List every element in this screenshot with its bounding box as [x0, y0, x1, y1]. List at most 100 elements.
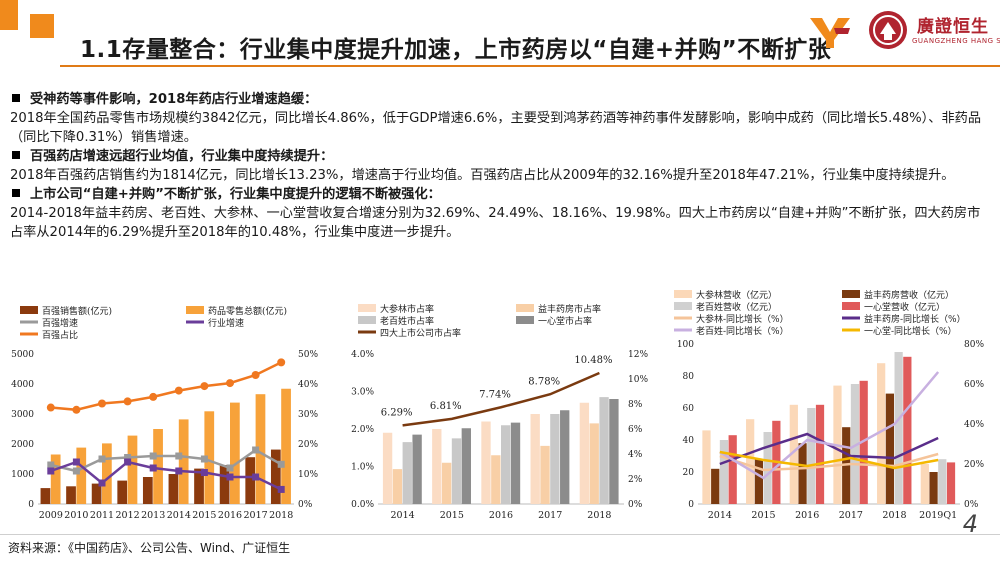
bar: [599, 397, 609, 504]
y-tick-right: 30%: [298, 410, 318, 420]
series-line: [719, 450, 939, 470]
bar: [719, 440, 729, 504]
bar: [281, 388, 291, 504]
bar: [807, 408, 816, 504]
bar: [491, 455, 501, 504]
bar: [929, 472, 938, 504]
x-tick: 2018: [882, 510, 906, 521]
section-heading: 上市公司“自建+并购”不断扩张，行业集中度提升的逻辑不断被强化：: [10, 185, 990, 204]
x-tick: 2017: [538, 510, 562, 521]
bar: [711, 468, 720, 504]
bar: [76, 447, 87, 504]
y-tick-right: 12%: [628, 350, 648, 360]
bar: [194, 468, 204, 504]
bar: [178, 419, 189, 504]
bar: [204, 411, 215, 504]
bar: [530, 414, 540, 504]
bar: [560, 410, 570, 504]
x-tick: 2015: [751, 510, 775, 521]
y-tick-right: 0%: [628, 500, 643, 510]
line-marker: [72, 458, 80, 466]
x-tick: 2017: [839, 510, 863, 521]
y-tick-left: 0: [28, 500, 34, 510]
line-marker: [124, 454, 132, 461]
bar: [168, 474, 179, 504]
legend-swatch: [516, 316, 534, 324]
x-tick: 2016: [489, 510, 513, 521]
legend-label: 药品零售总额(亿元): [208, 305, 287, 317]
x-tick: 2015: [440, 510, 464, 521]
line-marker: [226, 379, 234, 388]
line-marker: [226, 464, 234, 472]
legend-label: 行业增速: [208, 317, 244, 329]
legend-swatch: [186, 306, 204, 314]
legend-label: 四大上市公司市占率: [380, 327, 461, 339]
bar: [877, 363, 886, 504]
line-marker: [277, 358, 286, 367]
bar: [850, 384, 860, 504]
line-marker: [277, 460, 285, 468]
series-line: [50, 361, 282, 412]
data-label: 8.78%: [528, 376, 560, 387]
y-tick-right: 10%: [298, 470, 318, 480]
line-marker: [72, 405, 81, 414]
y-tick-left: 40: [683, 436, 695, 446]
bar: [461, 428, 471, 504]
brand-name-cn: 廣證恒生: [917, 17, 989, 37]
bar: [142, 477, 153, 504]
bar: [270, 449, 281, 504]
legend-label: 老百姓-同比增长（%）: [696, 325, 789, 337]
line-marker: [123, 397, 132, 406]
x-tick: 2010: [64, 510, 88, 521]
bar: [451, 438, 462, 504]
chart-listed-revenue: 大参林营收（亿元） 益丰药房营收（亿元） 老百姓营收（亿元） 一心堂营收（亿元） 大参林…: [674, 290, 984, 521]
x-tick: 2016: [795, 510, 819, 521]
section-heading: 受神药等事件影响，2018年药店行业增速趋缓：: [10, 90, 990, 109]
y-tick-left: 2000: [11, 440, 34, 450]
brand-name: 廣證恒生 GUANGZHENG HANG SENG: [912, 12, 1000, 45]
y-tick-right: 2%: [628, 475, 643, 485]
y-tick-left: 3.0%: [351, 388, 374, 398]
bar: [859, 380, 868, 504]
y-tick-right: 60%: [964, 380, 984, 390]
line-marker: [47, 461, 55, 469]
legend-label: 大参林-同比增长（%）: [696, 313, 789, 325]
x-tick: 2019Q1: [919, 510, 957, 521]
line-marker: [149, 392, 158, 401]
line-marker: [251, 371, 260, 379]
series-line: [50, 448, 282, 473]
y-tick-left: 20: [683, 468, 695, 478]
y-tick-left: 1.0%: [351, 463, 374, 473]
x-tick: 2015: [192, 510, 216, 521]
bar: [885, 393, 894, 504]
bullet-square-icon: [12, 151, 20, 159]
x-tick: 2014: [167, 510, 191, 521]
y-tick-right: 10%: [628, 375, 648, 385]
y-tick-right: 50%: [298, 350, 318, 360]
header-divider: [60, 65, 1000, 67]
legend-swatch: [674, 290, 692, 298]
y-tick-right: 4%: [628, 450, 643, 460]
bar: [540, 445, 550, 504]
section-body: 2014-2018年益丰药房、老百姓、大参林、一心堂营收复合增速分别为32.69…: [10, 206, 981, 240]
legend-label: 一心堂-同比增长（%）: [864, 325, 957, 337]
bullet-square-icon: [12, 94, 20, 102]
bar: [255, 394, 266, 504]
line-marker: [252, 473, 260, 481]
x-tick: 2016: [218, 510, 242, 521]
page-title: 1.1存量整合：行业集中度提升加速，上市药房以“自建+并购”不断扩张: [80, 37, 832, 63]
brand-seal-icon: [869, 11, 907, 49]
series-line: [50, 460, 282, 491]
series-line: [402, 371, 600, 427]
y-tick-right: 8%: [628, 400, 643, 410]
data-label: 6.29%: [381, 407, 413, 418]
y-tick-left: 60: [683, 404, 695, 414]
bar: [702, 430, 711, 504]
legend-swatch: [674, 302, 692, 310]
line-marker: [252, 446, 260, 454]
y-tick-left: 5000: [11, 350, 34, 360]
source-note: 资料来源：《中国药店》、公司公告、Wind、广证恒生: [8, 541, 291, 555]
line-marker: [149, 464, 157, 472]
line-marker: [98, 479, 106, 487]
legend-label: 老百姓营收（亿元）: [696, 301, 777, 313]
